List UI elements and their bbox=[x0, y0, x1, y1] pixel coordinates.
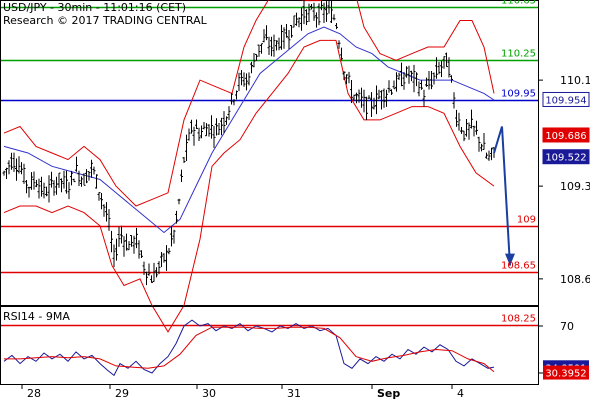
price-badges: 109.954 109.686 109.522 bbox=[542, 91, 590, 165]
rsi-badge-label: 30.3952 bbox=[545, 369, 586, 380]
time-axis: 28 29 30 31 Sep 4 bbox=[21, 384, 464, 400]
level-label: 108.65 bbox=[501, 261, 536, 272]
bollinger-upper bbox=[3, 0, 495, 207]
rsi-badges: 34.859130.3952 bbox=[543, 360, 589, 380]
price-badge-label: 109.686 bbox=[545, 131, 586, 142]
forecast-arrow-head bbox=[505, 253, 515, 266]
bollinger-bands bbox=[3, 0, 495, 333]
level-labels: 110.65 110.25 109.95 109 108.65 108.25 bbox=[501, 0, 536, 325]
price-tick-label: 109.3 bbox=[560, 180, 590, 193]
moving-average-line bbox=[3, 26, 495, 234]
level-label: 109.95 bbox=[501, 89, 536, 100]
bollinger-lower bbox=[3, 39, 495, 333]
time-tick-label: 31 bbox=[287, 387, 301, 400]
price-badge-label: 109.522 bbox=[545, 153, 586, 164]
forecast-arrow bbox=[493, 126, 515, 266]
price-badge-box bbox=[542, 91, 590, 107]
time-tick-label: 30 bbox=[202, 387, 216, 400]
rsi-line bbox=[3, 319, 495, 377]
price-tick-label: 110.1 bbox=[560, 74, 590, 87]
copyright-text: Research © 2017 TRADING CENTRAL bbox=[3, 14, 207, 27]
level-label: 108.25 bbox=[501, 314, 536, 325]
time-tick-label: 28 bbox=[27, 387, 41, 400]
rsi-ma-line bbox=[4, 326, 495, 373]
rsi-tick-label: 70 bbox=[560, 320, 574, 333]
rsi-lines bbox=[3, 319, 495, 377]
rsi-pane-frame bbox=[0, 306, 539, 385]
time-tick-label: 4 bbox=[457, 387, 464, 400]
price-tick-label: 108.6 bbox=[560, 273, 590, 286]
level-label: 110.25 bbox=[501, 49, 536, 60]
price-badge-label: 109.954 bbox=[545, 95, 586, 106]
candles bbox=[2, 0, 496, 286]
level-label: 109 bbox=[517, 215, 536, 226]
price-badge-box bbox=[542, 127, 590, 143]
rsi-title: RSI14 - 9MA bbox=[3, 310, 70, 323]
price-badge-box bbox=[542, 149, 590, 165]
moving-average bbox=[3, 26, 495, 234]
level-label: 110.65 bbox=[501, 0, 536, 7]
chart-title: USD/JPY - 30min - 11:01:16 (CET) bbox=[3, 1, 187, 14]
time-tick-label: Sep bbox=[377, 387, 400, 400]
time-tick-label: 29 bbox=[115, 387, 129, 400]
price-pane-frame bbox=[0, 0, 539, 306]
rsi-badge-box bbox=[543, 365, 589, 380]
forecast-arrow-line bbox=[493, 126, 511, 266]
